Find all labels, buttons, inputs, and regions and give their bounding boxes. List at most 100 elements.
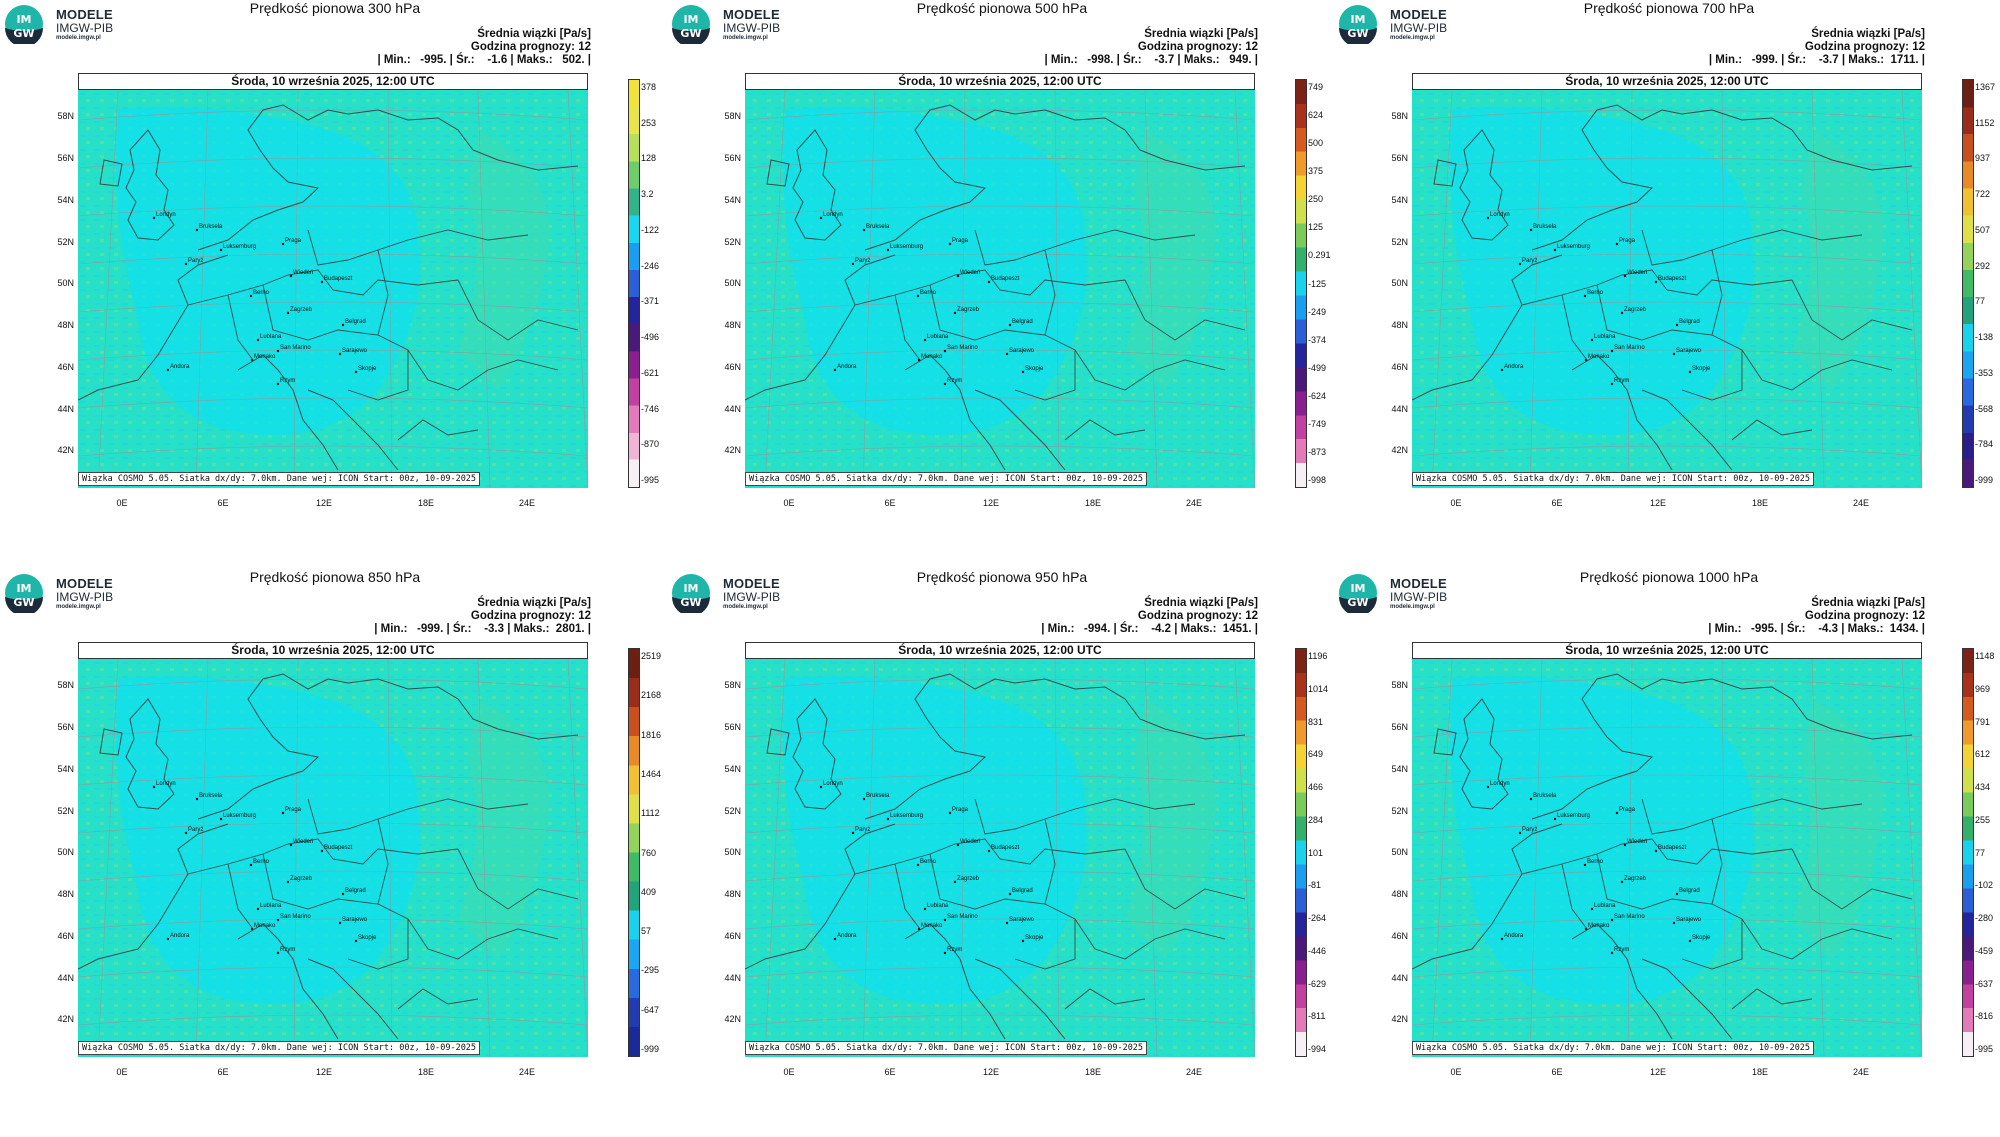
latitude-label: 52N — [57, 237, 74, 247]
city-label: Luksemburg — [223, 244, 256, 250]
longitude-label: 12E — [1649, 498, 1666, 508]
graticule-line — [1412, 157, 1922, 169]
latitude-label: 58N — [1391, 680, 1408, 690]
graticule-line — [387, 659, 393, 1057]
colorbar-tick-label: 1464 — [641, 769, 662, 779]
city-label: Andora — [837, 933, 857, 939]
map-area: Środa, 10 września 2025, 12:00 UTC Londyn… — [78, 642, 588, 1057]
colorbar-tick-label: -816 — [1975, 1011, 1994, 1021]
colorbar-tick-label: 749 — [1308, 82, 1324, 92]
negative-velocity-field — [115, 676, 420, 1004]
vertical-velocity-map: Londyn Bruksela Paryż Luksemburg Praga Wiedeń… — [78, 90, 588, 488]
graticule-line — [745, 349, 1255, 361]
city-marker — [1610, 951, 1614, 955]
latitude-label: 42N — [57, 1014, 74, 1024]
latitude-label: 46N — [1391, 362, 1408, 372]
logo-name: MODELE — [56, 7, 113, 22]
city-marker — [166, 368, 170, 372]
graticule-line — [1431, 90, 1453, 488]
latitude-label: 52N — [1391, 237, 1408, 247]
latitude-label: 56N — [724, 722, 741, 732]
city-marker — [943, 382, 947, 386]
city-marker — [341, 323, 345, 327]
city-label: San Marino — [1614, 914, 1645, 920]
forecast-panel: IM GW MODELE IMGW-PIB modele.imgw.pl Prędkość… — [0, 0, 666, 568]
graticule-line — [1412, 966, 1922, 978]
country-borders — [1521, 229, 1913, 401]
city-label: Andora — [170, 364, 190, 370]
city-label: San Marino — [280, 345, 311, 351]
imgw-logo[interactable]: IM GW MODELE IMGW-PIB modele.imgw.pl — [1338, 573, 1458, 613]
graticule-line — [745, 726, 1255, 738]
city-marker — [1005, 352, 1009, 356]
graticule-line — [745, 253, 1255, 265]
city-marker — [1610, 349, 1614, 353]
city-label: Londyn — [823, 212, 843, 218]
latitude-label: 56N — [57, 722, 74, 732]
latitude-label: 48N — [57, 320, 74, 330]
graticule-line — [78, 678, 588, 690]
units-label: Średnia wiązki [Pa/s] — [1811, 28, 1925, 40]
colorbar-tick-label: -994 — [1308, 1044, 1327, 1054]
latitude-label: 48N — [724, 320, 741, 330]
field-stats: | Min.: -995. | Śr.: -1.6 | Maks.: 502. … — [377, 54, 591, 66]
city-marker — [289, 843, 293, 847]
graticule-line — [387, 90, 393, 488]
city-marker — [1583, 863, 1587, 867]
city-label: Monako — [254, 354, 276, 360]
colorbar — [1295, 648, 1307, 1057]
panel-title: Prędkość pionowa 500 hPa — [916, 0, 1088, 16]
graticule-line — [97, 90, 119, 488]
svg-text:IM: IM — [683, 13, 698, 26]
map-area: Środa, 10 września 2025, 12:00 UTC Londyn… — [1412, 642, 1922, 1057]
city-label: Lublana — [927, 334, 949, 340]
city-marker — [1672, 921, 1676, 925]
imgw-logo[interactable]: IM GW MODELE IMGW-PIB modele.imgw.pl — [1338, 4, 1458, 44]
graticule-line — [1412, 301, 1922, 313]
colorbar-tick-label: -295 — [641, 965, 660, 975]
latitude-label: 50N — [1391, 278, 1408, 288]
colorbar-tick-label: 760 — [641, 848, 657, 858]
coastline — [745, 673, 1246, 1040]
svg-text:IM: IM — [1350, 582, 1365, 595]
graticule-line — [78, 205, 588, 217]
colorbar-tick-label: 1148 — [1975, 651, 1995, 661]
colorbar-tick-label: 378 — [641, 82, 657, 92]
latitude-label: 58N — [57, 680, 74, 690]
city-label: Monako — [254, 923, 276, 929]
city-label: San Marino — [947, 914, 978, 920]
city-label: Rzym — [947, 378, 962, 384]
longitude-label: 0E — [1450, 498, 1462, 508]
city-marker — [195, 797, 199, 801]
imgw-logo[interactable]: IM GW MODELE IMGW-PIB modele.imgw.pl — [4, 4, 124, 44]
latitude-label: 50N — [724, 278, 741, 288]
colorbar-tick-label: 466 — [1308, 782, 1324, 792]
city-marker — [250, 927, 254, 931]
panel-title: Prędkość pionowa 1000 hPa — [1579, 569, 1759, 585]
colorbar-tick-label: -568 — [1975, 404, 1994, 414]
svg-text:IM: IM — [683, 582, 698, 595]
colorbar-tick-label: -995 — [641, 475, 660, 485]
graticule-line — [1412, 822, 1922, 834]
forecast-hour: Godzina prognozy: 12 — [470, 610, 591, 622]
city-marker — [1500, 368, 1504, 372]
imgw-logo[interactable]: IM GW MODELE IMGW-PIB modele.imgw.pl — [671, 573, 791, 613]
city-marker — [1620, 311, 1624, 315]
city-marker — [166, 937, 170, 941]
graticule-line — [477, 90, 491, 488]
latitude-label: 50N — [724, 847, 741, 857]
city-label: Lublana — [927, 903, 949, 909]
city-marker — [1500, 937, 1504, 941]
city-marker — [276, 918, 280, 922]
latitude-label: 46N — [724, 931, 741, 941]
colorbar-tick-label: 128 — [641, 153, 657, 163]
latitude-label: 54N — [1391, 764, 1408, 774]
city-marker — [1672, 352, 1676, 356]
imgw-logo[interactable]: IM GW MODELE IMGW-PIB modele.imgw.pl — [671, 4, 791, 44]
colorbar-tick-label: 1367 — [1975, 82, 1996, 92]
panel-info: Średnia wiązki [Pa/s] Godzina prognozy: 1… — [377, 28, 591, 67]
imgw-logo[interactable]: IM GW MODELE IMGW-PIB modele.imgw.pl — [4, 573, 124, 613]
forecast-panel: IM GW MODELE IMGW-PIB modele.imgw.pl Prędkość… — [667, 569, 1333, 1137]
city-label: Luksemburg — [890, 813, 923, 819]
units-label: Średnia wiązki [Pa/s] — [1144, 597, 1258, 609]
